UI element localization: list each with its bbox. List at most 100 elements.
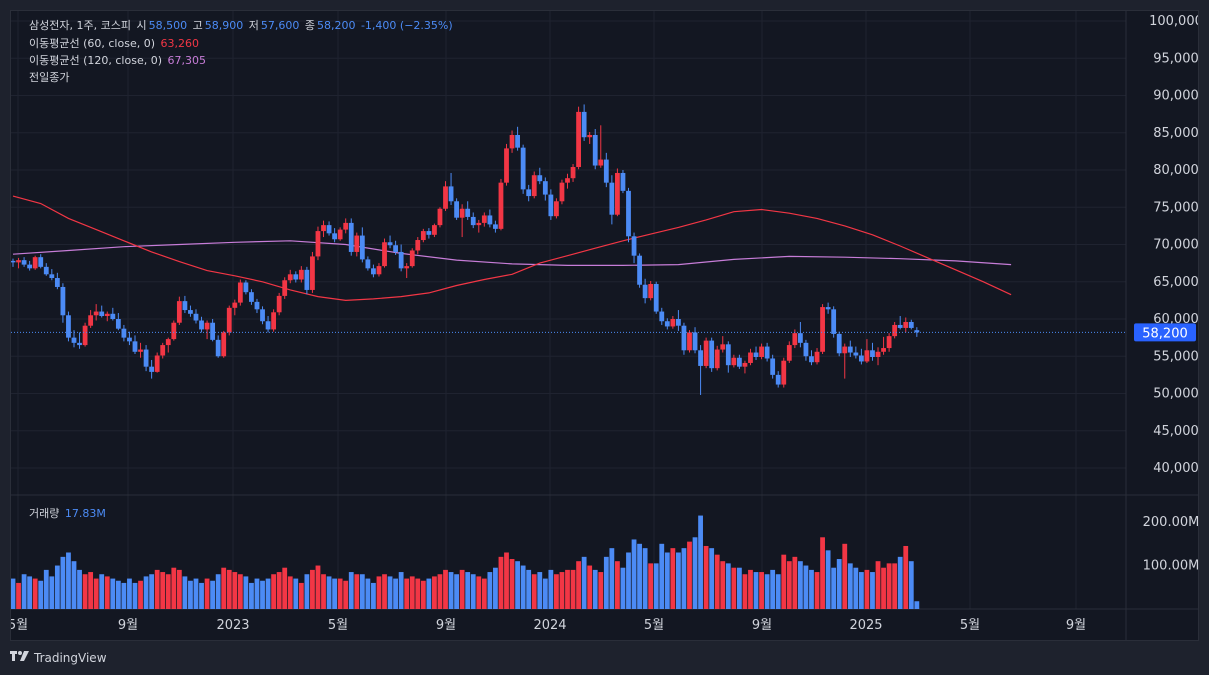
candle-body (138, 349, 143, 352)
price-tick-label: 45,000 (1153, 424, 1198, 439)
volume-bar (188, 580, 193, 609)
volume-tick-label: 100.00M (1143, 559, 1198, 574)
volume-bar (786, 561, 792, 609)
volume-bar (359, 574, 365, 609)
candle-body (271, 312, 277, 330)
volume-bar (204, 578, 210, 609)
volume-bar (493, 567, 498, 609)
volume-bar (626, 552, 631, 609)
close-label: 종 (304, 19, 315, 32)
candle-body (171, 322, 177, 340)
volume-bar (886, 563, 892, 609)
candle-body (698, 350, 703, 366)
candle-body (298, 269, 304, 280)
candle-body (509, 134, 515, 149)
candle-body (626, 190, 631, 237)
volume-bar (138, 580, 143, 609)
volume-bar (221, 567, 227, 609)
volume-bar (520, 565, 526, 609)
candle-body (470, 216, 476, 226)
candle-body (254, 301, 260, 310)
candle-body (371, 268, 376, 275)
candle-body (38, 257, 44, 267)
price-tick-label: 50,000 (1153, 387, 1198, 402)
prev-close-legend[interactable]: 전일종가 (29, 71, 71, 85)
candle-body (731, 357, 737, 366)
ma120-legend[interactable]: 이동평균선 (120, close, 0) 67,305 (29, 54, 208, 68)
volume-bar (265, 578, 271, 609)
tradingview-brand[interactable]: TradingView (10, 650, 107, 665)
ma60-legend[interactable]: 이동평균선 (60, close, 0) 63,260 (29, 37, 201, 51)
ma60-value: 63,260 (160, 37, 200, 50)
volume-bar (132, 582, 138, 609)
candle-body (243, 282, 249, 293)
candle-body (260, 309, 265, 322)
candle-body (454, 201, 459, 218)
ma60-line (12, 195, 1012, 302)
candle-body (914, 330, 920, 333)
volume-legend[interactable]: 거래량 17.83M (29, 507, 108, 521)
candle-body (304, 269, 310, 290)
time-tick-label: 2023 (216, 618, 249, 633)
chart-canvas[interactable]: 40,000 45,000 50,000 55,000 60,000 65,000 70,0… (11, 11, 1198, 640)
candle-body (426, 231, 432, 235)
volume-bar (797, 561, 803, 609)
candle-body (293, 274, 299, 280)
candle-body (265, 321, 271, 330)
volume-bar (43, 569, 49, 609)
time-tick-label: 5월 (11, 618, 28, 633)
candle-body (709, 340, 715, 369)
symbol-name[interactable]: 삼성전자, 1주, 코스피 (29, 19, 131, 32)
candle-body (692, 332, 698, 351)
candle-body (620, 172, 626, 191)
volume-bar (570, 569, 576, 609)
volume-bar (908, 561, 914, 609)
volume-bar (443, 569, 448, 609)
volume-bar (881, 567, 886, 609)
volume-bar (648, 563, 654, 609)
candle-body (609, 182, 615, 215)
volume-bar (459, 569, 465, 609)
volume-bar (498, 556, 504, 609)
volume-bar (337, 578, 343, 609)
candle-body (282, 280, 288, 296)
volume-bar (398, 572, 404, 609)
time-tick-label: 9월 (1066, 618, 1086, 633)
candle-body (742, 362, 748, 367)
candle-body (110, 313, 116, 319)
volume-bar (210, 580, 216, 609)
volume-bar (853, 567, 859, 609)
volume-bar (465, 572, 471, 609)
volume-bar (260, 580, 265, 609)
candle-body (836, 333, 842, 354)
time-tick-label: 2025 (849, 618, 882, 633)
time-tick-label: 5월 (644, 618, 664, 633)
chart-frame: 40,000 45,000 50,000 55,000 60,000 65,000 70,0… (10, 10, 1199, 641)
volume-bar (526, 569, 532, 609)
candle-body (592, 134, 598, 166)
volume-bar (542, 578, 548, 609)
candle-body (376, 266, 382, 275)
volume-bar (165, 574, 171, 609)
low-value: 57,600 (260, 19, 300, 32)
open-value: 58,500 (148, 19, 188, 32)
candle-body (681, 325, 687, 351)
volume-bar (282, 567, 288, 609)
volume-bar (615, 561, 620, 609)
ma120-value: 67,305 (167, 54, 207, 67)
candle-body (786, 345, 792, 361)
candle-body (465, 208, 471, 217)
candle-body (598, 159, 604, 166)
candle-body (542, 181, 548, 195)
candle-body (93, 311, 99, 316)
tradingview-logo-icon (10, 650, 30, 665)
candle-body (215, 339, 221, 357)
volume-bar (775, 574, 781, 609)
candle-body (615, 172, 620, 215)
candle-body (648, 283, 654, 299)
volume-bar (537, 572, 543, 609)
volume-bar (154, 569, 160, 609)
volume-bar (875, 561, 881, 609)
volume-bar (470, 574, 476, 609)
volume-bar (60, 556, 66, 609)
